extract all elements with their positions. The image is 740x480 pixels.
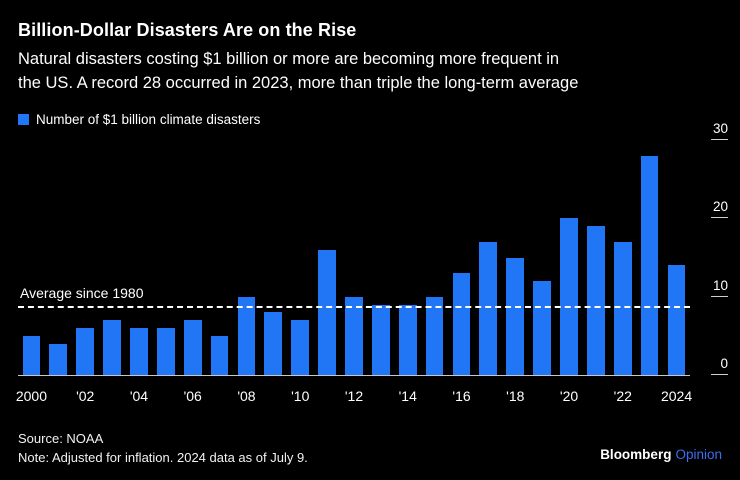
bar-slot — [206, 140, 233, 375]
bar-slot — [582, 140, 609, 375]
bar-slot — [529, 140, 556, 375]
bar-slot — [152, 140, 179, 375]
bar-slot — [72, 140, 99, 375]
y-tick-label: 30 — [712, 121, 728, 136]
bar — [264, 312, 283, 375]
y-tick-label: 0 — [720, 356, 728, 371]
bar-slot — [609, 140, 636, 375]
average-line — [18, 306, 690, 309]
x-tick-label: '22 — [613, 388, 632, 404]
bar — [613, 241, 632, 375]
bar-slot — [421, 140, 448, 375]
chart-subtitle-line1: Natural disasters costing $1 billion or … — [18, 50, 560, 68]
brand-opinion: Opinion — [675, 447, 722, 462]
bar — [398, 304, 417, 375]
bar — [76, 328, 95, 375]
legend-swatch-icon — [18, 114, 29, 125]
brand-logo: Bloomberg Opinion — [600, 447, 722, 462]
bar-slot — [260, 140, 287, 375]
y-tick-mark — [711, 217, 728, 219]
bar — [533, 281, 551, 375]
bar — [183, 320, 202, 375]
x-tick-label: 2024 — [660, 388, 693, 404]
x-tick-label: '20 — [559, 388, 579, 404]
y-tick: 10 — [711, 278, 728, 297]
bar — [49, 343, 68, 375]
bar-slot — [663, 140, 690, 375]
x-axis: 2000 '02 '04 '06 '08 '10 '12 '14 '16 '18 '20 '22 202… — [15, 388, 693, 408]
x-tick-label: '14 — [398, 388, 417, 404]
bar — [156, 328, 175, 375]
bar-slot — [502, 140, 529, 375]
bar — [452, 273, 471, 375]
legend: Number of $1 billion climate disasters — [18, 112, 260, 127]
bar — [371, 304, 390, 375]
bar — [130, 328, 148, 375]
bar-slot — [475, 140, 502, 375]
average-line-label: Average since 1980 — [20, 285, 144, 302]
source-note: Source: NOAA — [18, 431, 104, 446]
bar-slot — [367, 140, 394, 375]
bar — [479, 241, 498, 375]
footnote: Note: Adjusted for inflation. 2024 data … — [18, 450, 308, 465]
x-tick-label: '18 — [506, 388, 525, 404]
brand-bloomberg: Bloomberg — [600, 447, 672, 462]
bar — [291, 320, 310, 375]
bar-slot — [126, 140, 153, 375]
y-tick-label: 20 — [712, 199, 728, 215]
x-tick-label: '06 — [183, 388, 202, 404]
x-tick-label: '10 — [291, 388, 310, 404]
y-tick: 30 — [711, 121, 728, 140]
bar — [237, 296, 256, 375]
bar — [103, 320, 121, 375]
bar — [506, 257, 525, 375]
chart-subtitle-line2: the US. A record 28 occurred in 2023, mo… — [18, 74, 579, 92]
x-tick-label: '02 — [76, 388, 95, 404]
bar-slot — [448, 140, 475, 375]
bar-slot — [45, 140, 72, 375]
bar-slot — [556, 140, 583, 375]
bar-slot — [394, 140, 421, 375]
y-tick-mark — [711, 139, 728, 140]
bar — [345, 296, 363, 375]
x-tick-label: 2000 — [15, 388, 48, 404]
bar-chart-plot: Average since 1980 — [18, 140, 690, 376]
legend-label: Number of $1 billion climate disasters — [36, 112, 261, 127]
y-tick-mark — [711, 374, 728, 375]
bar-slot — [99, 140, 126, 375]
x-tick-label: '04 — [129, 388, 149, 404]
bar-slot — [341, 140, 368, 375]
chart-title: Billion-Dollar Disasters Are on the Rise — [18, 20, 357, 40]
x-tick-label: '16 — [452, 388, 471, 404]
bar — [640, 155, 659, 375]
bar-slot — [179, 140, 206, 375]
x-tick-label: '12 — [344, 388, 364, 404]
y-tick: 20 — [711, 199, 728, 219]
y-tick: 0 — [711, 356, 728, 375]
bar — [318, 249, 336, 375]
chart-subtitle: Natural disasters costing $1 billion or … — [18, 47, 728, 95]
y-tick-label: 10 — [712, 277, 728, 293]
y-axis: 0 10 20 30 — [694, 121, 728, 375]
x-tick-label: '08 — [237, 388, 256, 404]
bar-slot — [636, 140, 663, 375]
bar — [210, 335, 229, 375]
bar — [667, 265, 686, 375]
bar-slot — [314, 140, 341, 375]
bar-slot — [233, 140, 260, 375]
bar — [22, 335, 41, 375]
bars-container — [18, 140, 690, 375]
bar-slot — [18, 140, 45, 375]
bar — [586, 226, 605, 375]
bar — [560, 218, 578, 375]
bar-slot — [287, 140, 314, 375]
bar — [425, 296, 444, 375]
y-tick-mark — [711, 295, 728, 297]
